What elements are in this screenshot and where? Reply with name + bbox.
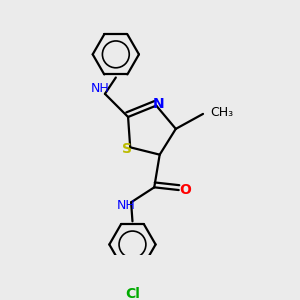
Text: S: S	[122, 142, 132, 156]
Text: O: O	[179, 183, 191, 197]
Text: NH: NH	[117, 199, 136, 212]
Text: N: N	[153, 97, 164, 111]
Text: NH: NH	[91, 82, 110, 95]
Text: CH₃: CH₃	[210, 106, 233, 119]
Text: Cl: Cl	[125, 287, 140, 300]
